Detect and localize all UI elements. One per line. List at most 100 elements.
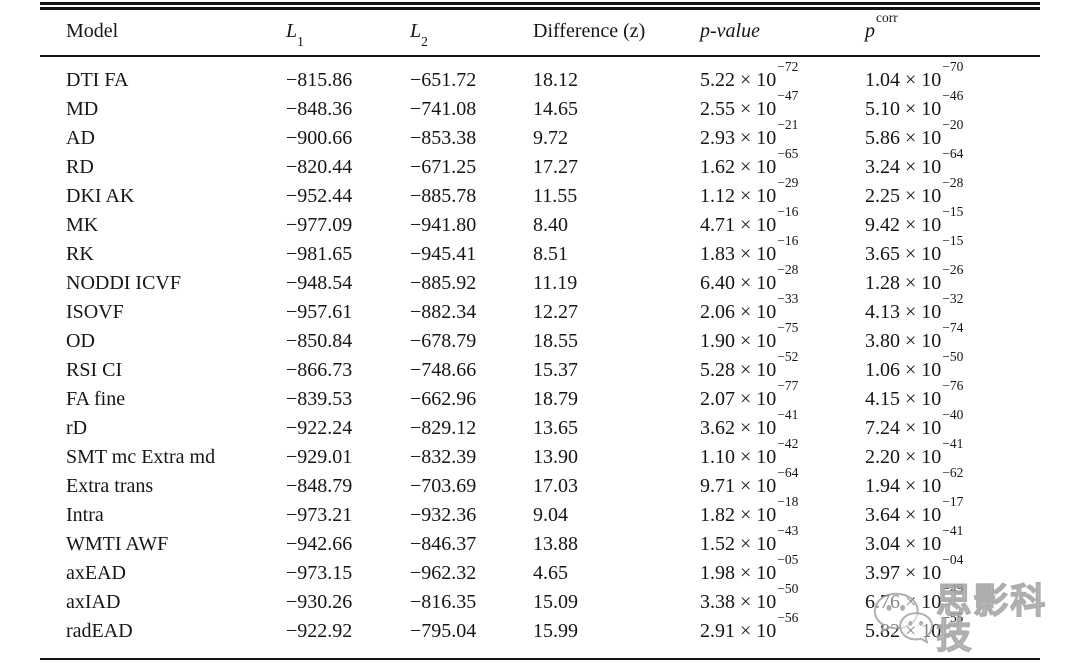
table-row: RSI CI −866.73 −748.66 15.37 5.28 × 10−5… (40, 350, 1040, 385)
p-value-exponent: −42 (777, 436, 799, 452)
l1-value-cell: −922.92 (286, 620, 353, 642)
l1-value-cell: −815.86 (286, 69, 353, 91)
l1-value-cell: −850.84 (286, 330, 353, 352)
difference-z-cell: 18.55 (533, 330, 578, 352)
p-corr-mantissa: 3.24 × 10 (865, 156, 942, 178)
p-value-cell: 1.98 × 10−05 (700, 553, 865, 588)
table-row: DTI FA −815.86 −651.72 18.12 5.22 × 10−7… (40, 56, 1040, 95)
table-row: WMTI AWF −942.66 −846.37 13.88 1.52 × 10… (40, 524, 1040, 559)
p-corr-mantissa: 1.28 × 10 (865, 272, 942, 294)
l1-value-cell: −948.54 (286, 272, 353, 294)
difference-z-cell: 8.51 (533, 243, 568, 265)
l2-value-cell: −795.04 (410, 620, 477, 642)
l2-value-cell: −678.79 (410, 330, 477, 352)
p-value-cell: 6.40 × 10−28 (700, 263, 865, 298)
p-value-exponent: −16 (777, 204, 799, 220)
l2-value-cell: −651.72 (410, 69, 477, 91)
difference-z-cell: 18.79 (533, 388, 578, 410)
table-row: NODDI ICVF −948.54 −885.92 11.19 6.40 × … (40, 263, 1040, 298)
l1-value-cell: −977.09 (286, 214, 353, 236)
p-corr-cell: 1.06 × 10−50 (865, 350, 1040, 385)
column-header-difference: Difference (z) (533, 10, 700, 57)
p-value-cell: 2.55 × 10−47 (700, 89, 865, 124)
l2-subscript: 2 (421, 34, 428, 49)
p-corr-exponent: −41 (942, 523, 964, 539)
difference-z-cell: 15.99 (533, 620, 578, 642)
p-value-cell: 9.71 × 10−64 (700, 466, 865, 501)
p-value-mantissa: 9.71 × 10 (700, 475, 777, 497)
p-corr-cell: 7.24 × 10−40 (865, 408, 1040, 443)
p-corr-mantissa: 3.80 × 10 (865, 330, 942, 352)
p-corr-cell: 2.20 × 10−41 (865, 437, 1040, 472)
p-value-exponent: −50 (777, 581, 799, 597)
p-corr-exponent: −49 (942, 581, 964, 597)
p-value-exponent: −47 (777, 88, 799, 104)
table-row: RD −820.44 −671.25 17.27 1.62 × 10−65 3.… (40, 147, 1040, 182)
p-corr-mantissa: 3.97 × 10 (865, 562, 942, 584)
p-symbol: p (865, 20, 875, 42)
difference-z-cell: 13.65 (533, 417, 578, 439)
table-row: axEAD −973.15 −962.32 4.65 1.98 × 10−05 … (40, 553, 1040, 588)
p-corr-mantissa: 1.94 × 10 (865, 475, 942, 497)
l2-value-cell: −945.41 (410, 243, 477, 265)
p-value-cell: 1.83 × 10−16 (700, 234, 865, 269)
difference-z-cell: 11.19 (533, 272, 578, 294)
p-corr-mantissa: 4.13 × 10 (865, 301, 942, 323)
p-value-mantissa: 2.55 × 10 (700, 98, 777, 120)
p-value-cell: 2.91 × 10−56 (700, 611, 865, 646)
difference-z-cell: 15.37 (533, 359, 578, 381)
l2-value-cell: −703.69 (410, 475, 477, 497)
p-value-exponent: −29 (777, 175, 799, 191)
p-corr-exponent: −32 (942, 291, 964, 307)
p-value-cell: 1.90 × 10−75 (700, 321, 865, 356)
p-corr-exponent: −62 (942, 465, 964, 481)
l2-value-cell: −832.39 (410, 446, 477, 468)
p-value-cell: 1.52 × 10−43 (700, 524, 865, 559)
p-value-mantissa: 3.62 × 10 (700, 417, 777, 439)
column-header-p-corr: pcorr (865, 10, 1040, 57)
difference-z-cell: 8.40 (533, 214, 568, 236)
table-row: radEAD −922.92 −795.04 15.99 2.91 × 10−5… (40, 611, 1040, 646)
p-value-mantissa: 1.90 × 10 (700, 330, 777, 352)
table-row: ISOVF −957.61 −882.34 12.27 2.06 × 10−33… (40, 292, 1040, 327)
table-row: OD −850.84 −678.79 18.55 1.90 × 10−75 3.… (40, 321, 1040, 356)
p-corr-cell: 4.15 × 10−76 (865, 379, 1040, 414)
p-corr-exponent: −55 (942, 610, 964, 626)
model-name-cell: DTI FA (66, 69, 129, 91)
difference-z-cell: 17.27 (533, 156, 578, 178)
model-name-cell: rD (66, 417, 88, 439)
p-corr-mantissa: 7.24 × 10 (865, 417, 942, 439)
p-value-exponent: −65 (777, 146, 799, 162)
p-corr-mantissa: 2.25 × 10 (865, 185, 942, 207)
p-corr-exponent: −15 (942, 233, 964, 249)
p-value-cell: 1.12 × 10−29 (700, 176, 865, 211)
difference-z-cell: 13.90 (533, 446, 578, 468)
p-value-label: p-value (700, 20, 760, 42)
difference-z-cell: 11.55 (533, 185, 578, 207)
l2-value-cell: −962.32 (410, 562, 477, 584)
p-corr-exponent: −46 (942, 88, 964, 104)
l2-value-cell: −741.08 (410, 98, 477, 120)
table-row: DKI AK −952.44 −885.78 11.55 1.12 × 10−2… (40, 176, 1040, 211)
p-value-mantissa: 6.40 × 10 (700, 272, 777, 294)
l2-value-cell: −846.37 (410, 533, 477, 555)
l2-value-cell: −885.92 (410, 272, 477, 294)
model-name-cell: axIAD (66, 591, 121, 613)
p-corr-cell: 3.24 × 10−64 (865, 147, 1040, 182)
p-value-cell: 5.22 × 10−72 (700, 56, 865, 95)
p-corr-exponent: −26 (942, 262, 964, 278)
p-corr-exponent: −17 (942, 494, 964, 510)
model-name-cell: Intra (66, 504, 104, 526)
p-corr-cell: 5.10 × 10−46 (865, 89, 1040, 124)
p-value-exponent: −77 (777, 378, 799, 394)
p-value-exponent: −28 (777, 262, 799, 278)
p-corr-exponent: −04 (942, 552, 964, 568)
p-corr-cell: 3.64 × 10−17 (865, 495, 1040, 530)
difference-z-cell: 9.72 (533, 127, 568, 149)
l1-subscript: 1 (297, 34, 304, 49)
p-corr-mantissa: 4.15 × 10 (865, 388, 942, 410)
p-value-mantissa: 4.71 × 10 (700, 214, 777, 236)
p-value-exponent: −05 (777, 552, 799, 568)
table-row: FA fine −839.53 −662.96 18.79 2.07 × 10−… (40, 379, 1040, 414)
p-value-exponent: −21 (777, 117, 799, 133)
